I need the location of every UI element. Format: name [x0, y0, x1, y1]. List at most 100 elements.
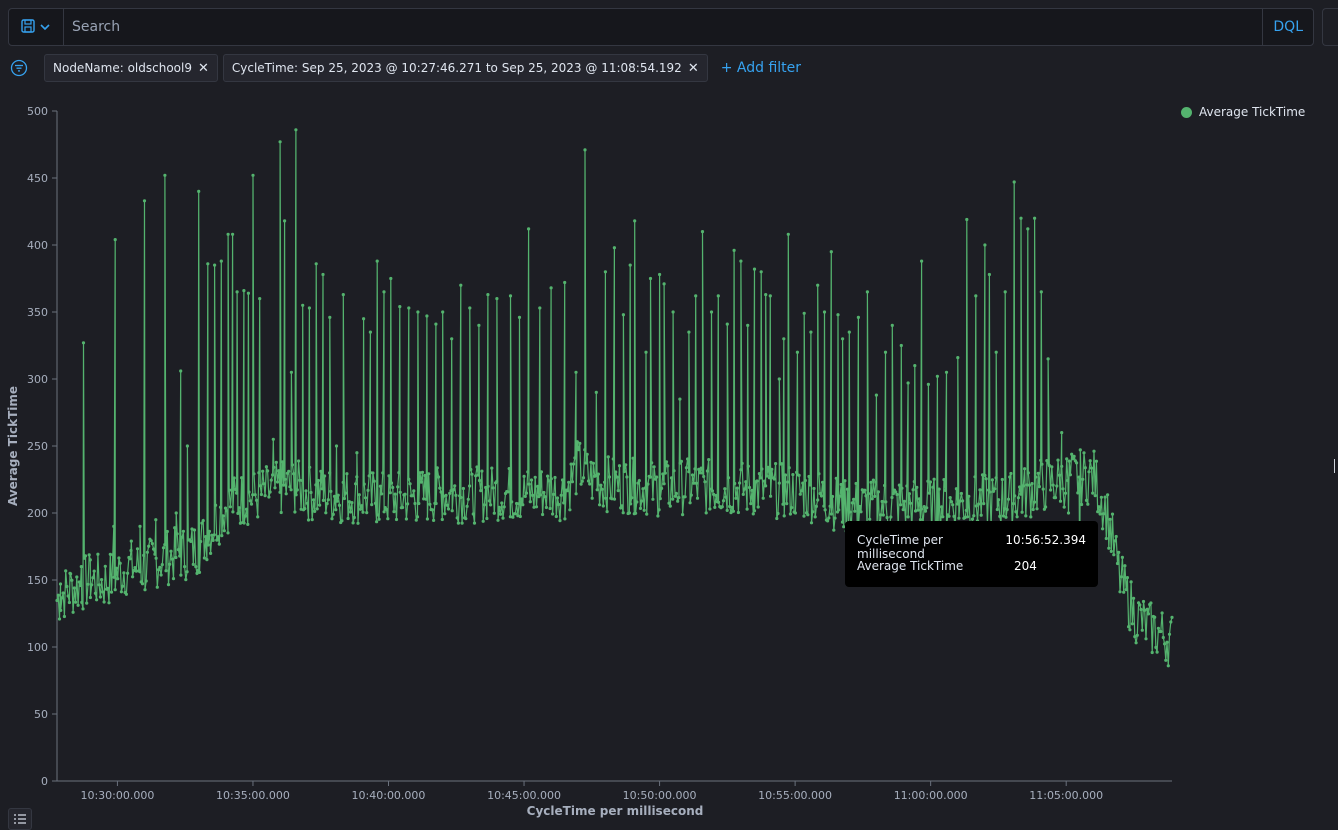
- data-point: [489, 503, 493, 507]
- data-point: [828, 504, 832, 508]
- data-point: [553, 475, 557, 480]
- data-point: [899, 343, 903, 348]
- filter-menu-icon[interactable]: [8, 57, 30, 79]
- dql-toggle-button[interactable]: DQL: [1262, 9, 1313, 45]
- data-point: [546, 474, 550, 478]
- data-point: [1030, 482, 1034, 486]
- data-point: [278, 140, 282, 144]
- data-point: [611, 457, 615, 461]
- data-point: [485, 516, 489, 521]
- data-point: [801, 481, 805, 485]
- data-point: [1049, 488, 1053, 492]
- close-icon[interactable]: ✕: [687, 60, 699, 76]
- data-point: [1046, 357, 1050, 361]
- data-point: [242, 289, 246, 293]
- data-point: [770, 467, 774, 471]
- data-point: [759, 476, 763, 480]
- data-point: [419, 480, 423, 484]
- data-point: [705, 469, 710, 473]
- data-point: [375, 259, 379, 263]
- data-point: [853, 509, 857, 513]
- data-point: [527, 482, 531, 486]
- data-point: [365, 510, 369, 515]
- data-point: [517, 502, 521, 506]
- data-point: [1132, 596, 1136, 600]
- data-point: [1104, 536, 1108, 541]
- data-point: [1087, 470, 1091, 474]
- close-icon[interactable]: ✕: [197, 60, 209, 76]
- chart-legend-item[interactable]: Average TickTime: [1181, 105, 1305, 119]
- data-point: [472, 521, 477, 525]
- data-point: [937, 487, 941, 491]
- legend-label: Average TickTime: [1199, 105, 1306, 119]
- data-point: [648, 276, 653, 281]
- data-point: [264, 465, 268, 469]
- y-tick-label: 150: [27, 574, 48, 587]
- data-point: [884, 500, 888, 504]
- data-point: [456, 521, 460, 525]
- data-point: [743, 487, 747, 491]
- data-point: [515, 501, 519, 506]
- data-point: [913, 509, 918, 513]
- saved-query-button[interactable]: [9, 9, 64, 45]
- filter-pill-cycletime[interactable]: CycleTime: Sep 25, 2023 @ 10:27:46.271 t…: [222, 54, 708, 82]
- data-point: [360, 504, 364, 508]
- data-point: [454, 493, 458, 497]
- data-point: [1143, 608, 1147, 612]
- data-point: [958, 499, 962, 503]
- data-point: [926, 382, 931, 386]
- data-point: [686, 457, 690, 461]
- data-point: [316, 478, 320, 483]
- data-point: [762, 479, 767, 483]
- data-point: [88, 595, 92, 600]
- data-point: [1005, 507, 1009, 512]
- data-point: [444, 493, 448, 497]
- data-point: [940, 505, 944, 509]
- list-icon[interactable]: [8, 808, 32, 830]
- data-point: [468, 306, 472, 310]
- data-point: [879, 513, 883, 517]
- data-point: [850, 501, 855, 505]
- data-point: [562, 501, 566, 505]
- data-point: [830, 494, 835, 499]
- tooltip-label: Average TickTime: [857, 559, 964, 573]
- data-point: [1012, 180, 1016, 184]
- data-point: [159, 573, 163, 577]
- data-point: [1146, 612, 1151, 616]
- data-point: [952, 514, 956, 519]
- data-point: [143, 588, 147, 592]
- data-point: [1034, 475, 1038, 479]
- data-point: [64, 569, 68, 573]
- data-point: [832, 528, 836, 532]
- data-point: [371, 471, 375, 475]
- data-point: [346, 516, 350, 521]
- data-point: [520, 497, 524, 501]
- data-point: [541, 512, 545, 517]
- data-point: [235, 491, 239, 495]
- data-point: [352, 515, 356, 520]
- data-point: [1019, 216, 1023, 220]
- data-point: [786, 232, 790, 236]
- data-point: [217, 542, 221, 546]
- search-input[interactable]: [64, 8, 1263, 46]
- data-point: [1061, 487, 1065, 491]
- data-point: [289, 488, 293, 492]
- filter-pill-nodename[interactable]: NodeName: oldschool9 ✕: [44, 54, 218, 82]
- data-point: [1120, 555, 1124, 560]
- data-point: [811, 510, 815, 514]
- data-point: [522, 474, 526, 478]
- data-point: [761, 496, 765, 500]
- add-filter-button[interactable]: + Add filter: [720, 60, 802, 76]
- data-point: [858, 504, 862, 509]
- query-submit-edge[interactable]: [1322, 8, 1338, 46]
- data-point: [1133, 635, 1137, 639]
- data-point: [232, 476, 236, 480]
- data-point: [226, 531, 230, 535]
- data-point: [341, 293, 345, 297]
- data-point: [495, 479, 499, 483]
- data-point: [209, 551, 213, 556]
- data-point: [440, 517, 444, 522]
- data-point: [77, 580, 81, 584]
- data-point: [476, 473, 480, 477]
- data-point: [212, 533, 216, 537]
